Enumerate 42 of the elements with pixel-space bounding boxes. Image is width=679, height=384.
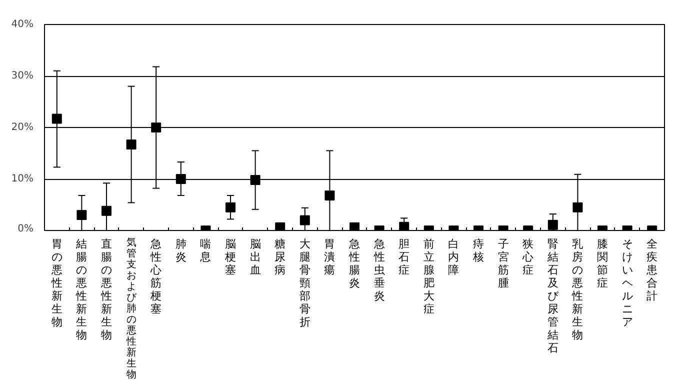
y-tick-label: 20% bbox=[11, 122, 34, 133]
y-tick-label: 30% bbox=[11, 70, 34, 82]
point bbox=[151, 122, 162, 132]
point bbox=[324, 190, 335, 200]
x-tick-label: 脳出血 bbox=[250, 238, 261, 276]
point bbox=[52, 114, 62, 124]
y-tick-label: 10% bbox=[11, 174, 34, 184]
x-tick-label: そけいヘルニア bbox=[622, 238, 633, 328]
x-tick-label: 急性腸炎 bbox=[348, 238, 360, 290]
point bbox=[399, 222, 410, 230]
point bbox=[102, 206, 112, 216]
x-tick-label: 膝関節症 bbox=[597, 238, 608, 290]
y-tick-label: 0% bbox=[18, 224, 34, 234]
x-tick-label: 狭心症 bbox=[522, 238, 534, 276]
x-tick-label: 肺炎 bbox=[175, 238, 186, 264]
x-tick-label: 胃潰瘍 bbox=[324, 238, 336, 276]
x-tick-label: 大腿骨頸部骨折 bbox=[299, 238, 310, 328]
x-tick-label: 乳房の悪性新生物 bbox=[571, 238, 584, 342]
x-tick-label: 喘息 bbox=[199, 238, 212, 264]
y-tick-label: 40% bbox=[11, 19, 34, 30]
point bbox=[572, 202, 583, 212]
x-tick-label: 前立腺肥大症 bbox=[423, 238, 434, 316]
point bbox=[275, 222, 286, 230]
x-tick-label: 直腸の悪性新生物 bbox=[100, 238, 112, 342]
x-tick-label: 全疾患合計 bbox=[646, 238, 658, 302]
x-tick-label: 結腸の悪性新生物 bbox=[75, 238, 88, 342]
point bbox=[226, 202, 236, 212]
x-tick-label: 急性虫垂炎 bbox=[372, 238, 385, 302]
x-tick-label: 糖尿病 bbox=[274, 238, 286, 276]
point bbox=[176, 174, 186, 184]
category-label: 気管支および肺の悪性新生物 bbox=[126, 238, 136, 380]
x-tick-label: 急性心筋梗塞 bbox=[150, 238, 162, 316]
category-label: 腎結石及び尿管結石 bbox=[547, 238, 558, 354]
x-tick-label: 白内障 bbox=[448, 238, 460, 276]
x-tick-label: 子宮筋腫 bbox=[498, 238, 509, 290]
point bbox=[350, 222, 360, 230]
point bbox=[250, 175, 260, 186]
x-tick-label: 胆石症 bbox=[398, 238, 410, 276]
x-tick-label: 胃の悪性新生物 bbox=[50, 238, 62, 328]
x-tick-label: 脳梗塞 bbox=[224, 238, 236, 276]
x-tick-label: 痔核 bbox=[472, 238, 484, 264]
point bbox=[126, 139, 136, 150]
